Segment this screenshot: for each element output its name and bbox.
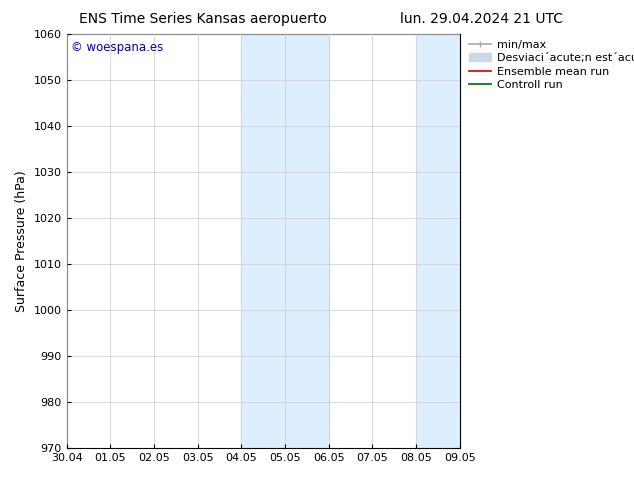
Text: ENS Time Series Kansas aeropuerto: ENS Time Series Kansas aeropuerto bbox=[79, 12, 327, 26]
Bar bbox=[416, 34, 460, 448]
Y-axis label: Surface Pressure (hPa): Surface Pressure (hPa) bbox=[15, 171, 28, 312]
Legend: min/max, Desviaci´acute;n est´acute;ndar, Ensemble mean run, Controll run: min/max, Desviaci´acute;n est´acute;ndar… bbox=[469, 40, 634, 90]
Text: © woespana.es: © woespana.es bbox=[70, 41, 163, 53]
Bar bbox=[242, 34, 328, 448]
Text: lun. 29.04.2024 21 UTC: lun. 29.04.2024 21 UTC bbox=[400, 12, 564, 26]
